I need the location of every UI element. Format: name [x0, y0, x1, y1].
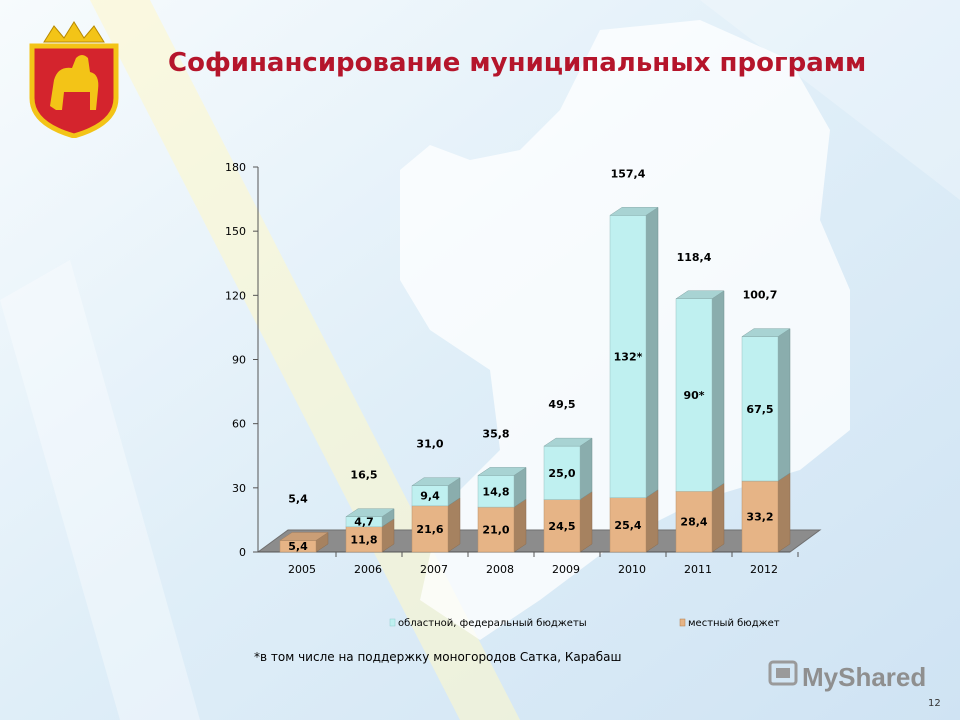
y-tick-label: 90 — [232, 354, 246, 367]
data-label-total: 31,0 — [416, 438, 443, 451]
bar-regional-2012-top — [741, 328, 791, 337]
bar-regional-2011-side — [711, 290, 725, 492]
legend-label-local: местный бюджет — [688, 618, 780, 629]
coat-of-arms-emblem — [29, 21, 119, 138]
y-tick-label: 150 — [225, 225, 246, 238]
bar-local-2009-front — [543, 499, 581, 553]
y-tick-label: 180 — [225, 161, 246, 174]
bar-regional-2008 — [477, 466, 527, 508]
bar-local-2006-front — [345, 526, 383, 553]
data-label-local: 24,5 — [548, 520, 575, 533]
x-tick-label: 2008 — [486, 563, 514, 576]
legend-swatch-regional — [389, 618, 396, 627]
x-tick-label: 2006 — [354, 563, 382, 576]
bar-regional-2006 — [345, 508, 395, 528]
data-label-total: 49,5 — [548, 398, 575, 411]
bar-regional-2007 — [411, 477, 461, 507]
data-label-regional: 4,7 — [354, 516, 374, 529]
bar-regional-2010-side — [645, 206, 659, 499]
bar-local-2005-top — [279, 532, 329, 541]
bar-regional-2009-top — [543, 437, 593, 447]
x-tick-label: 2007 — [420, 563, 448, 576]
bar-regional-2009-side — [579, 437, 593, 501]
bar-regional-2008-front — [477, 475, 515, 508]
footnote: *в том числе на поддержку моногородов Са… — [254, 650, 622, 664]
x-tick-label: 2011 — [684, 563, 712, 576]
bar-local-2008-side — [513, 498, 527, 553]
bar-regional-2011-top — [675, 290, 725, 300]
data-label-local: 25,4 — [614, 519, 641, 532]
data-label-regional: 14,8 — [482, 485, 509, 498]
bar-regional-2012 — [741, 328, 791, 482]
data-label-regional: 25,0 — [548, 467, 575, 480]
y-tick-label: 60 — [232, 418, 246, 431]
x-tick-label: 2010 — [618, 563, 646, 576]
y-tick-label: 120 — [225, 289, 246, 302]
data-label-total: 118,4 — [677, 251, 712, 264]
data-label-local: 21,6 — [416, 523, 443, 536]
y-tick-label: 30 — [232, 482, 246, 495]
legend-swatch-local — [679, 618, 686, 627]
bar-regional-2007-top — [411, 477, 461, 486]
bar-local-2012-side — [777, 472, 791, 553]
data-label-local: 33,2 — [746, 510, 773, 523]
data-label-local: 28,4 — [680, 516, 707, 529]
data-label-total: 16,5 — [350, 469, 377, 482]
data-label-regional: 132* — [614, 351, 643, 364]
bar-regional-2009 — [543, 437, 593, 501]
bar-regional-2012-side — [777, 328, 791, 482]
data-label-total: 35,8 — [482, 427, 509, 440]
bar-local-2010-side — [645, 489, 659, 553]
bar-regional-2008-top — [477, 467, 527, 476]
watermark-text: MyShared — [802, 662, 926, 692]
data-label-total: 100,7 — [743, 289, 778, 302]
y-tick-label: 0 — [239, 546, 246, 559]
watermark-logo: MyShared — [768, 660, 926, 692]
data-label-local: 11,8 — [350, 533, 377, 546]
bar-local-2011-side — [711, 482, 725, 553]
bar-local-2008-front — [477, 506, 515, 553]
bar-local-2007-front — [411, 505, 449, 553]
x-tick-label: 2009 — [552, 563, 580, 576]
bar-local-2009-side — [579, 491, 593, 553]
data-label-total: 5,4 — [288, 492, 308, 505]
x-tick-label: 2012 — [750, 563, 778, 576]
data-label-local: 21,0 — [482, 524, 509, 537]
data-label-regional: 67,5 — [746, 403, 773, 416]
bar-regional-2010-front — [609, 215, 647, 498]
legend-label-regional: областной, федеральный бюджеты — [398, 618, 587, 629]
bar-regional-2010 — [609, 206, 659, 499]
x-tick-label: 2005 — [288, 563, 316, 576]
bar-local-2012-front — [741, 480, 779, 553]
bar-regional-2011-front — [675, 298, 713, 492]
bar-regional-2012-front — [741, 336, 779, 482]
bar-regional-2006-top — [345, 508, 395, 517]
data-label-regional: 9,4 — [420, 490, 440, 503]
bar-regional-2011 — [675, 290, 725, 492]
data-label-regional: 90* — [683, 389, 704, 402]
page-number: 12 — [928, 698, 941, 709]
data-label-local: 5,4 — [288, 540, 308, 553]
slide-title: Софинансирование муниципальных программ — [168, 48, 867, 78]
data-label-total: 157,4 — [611, 167, 646, 180]
bar-local-2005 — [279, 531, 329, 553]
bar-local-2007-side — [447, 497, 461, 553]
chart-floor — [256, 529, 822, 553]
bar-regional-2010-top — [609, 207, 659, 216]
